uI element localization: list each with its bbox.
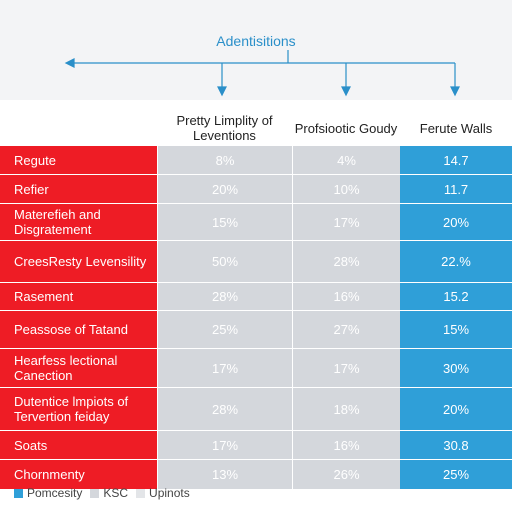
row-label: Refier (0, 175, 157, 203)
cell-value: 8% (157, 146, 292, 174)
column-header-2: Profsiootic Goudy (294, 120, 398, 136)
cell-value: 10% (292, 175, 400, 203)
legend-label: KSC (103, 486, 129, 500)
table-row: Chornmenty 13% 26% 25% (0, 460, 512, 490)
connector-arrow-3 (450, 86, 460, 97)
row-label: Hearfess lectional Canection (0, 349, 157, 387)
cell-value: 16% (292, 283, 400, 310)
column-header-3: Ferute Walls (419, 120, 493, 136)
legend-item: Pomcesity (14, 486, 82, 500)
table-row: Dutentice lmpiots of Tervertion feiday 2… (0, 388, 512, 431)
legend-swatch (90, 488, 100, 498)
cell-value: 15% (400, 311, 512, 348)
cell-value: 26% (292, 460, 400, 489)
cell-value: 16% (292, 431, 400, 459)
table-row: Rasement 28% 16% 15.2 (0, 283, 512, 311)
table-row: Peassose of Tatand 25% 27% 15% (0, 311, 512, 349)
row-label: Soats (0, 431, 157, 459)
connector-arrow-1 (217, 86, 227, 97)
cell-value: 17% (292, 349, 400, 387)
cell-value: 20% (157, 175, 292, 203)
cell-value: 14.7 (400, 146, 512, 174)
cell-value: 15.2 (400, 283, 512, 310)
legend-item: Upinots (136, 486, 190, 500)
table-row: Materefieh and Disgratement 15% 17% 20% (0, 204, 512, 241)
cell-value: 20% (400, 388, 512, 430)
cell-value: 25% (157, 311, 292, 348)
legend-label: Upinots (149, 486, 190, 500)
row-label: Materefieh and Disgratement (0, 204, 157, 240)
connector-left-arrow (64, 58, 75, 68)
table-row: CreesResty Levensility 50% 28% 22.% (0, 241, 512, 283)
cell-value: 50% (157, 241, 292, 282)
table-row: Regute 8% 4% 14.7 (0, 146, 512, 175)
legend: Pomcesity KSC Upinots (14, 486, 198, 500)
cell-value: 20% (400, 204, 512, 240)
cell-value: 15% (157, 204, 292, 240)
legend-swatch (136, 488, 146, 498)
cell-value: 4% (292, 146, 400, 174)
cell-value: 28% (157, 283, 292, 310)
cell-value: 18% (292, 388, 400, 430)
row-label: Regute (0, 146, 157, 174)
legend-swatch (14, 488, 23, 498)
cell-value: 25% (400, 460, 512, 489)
cell-value: 17% (292, 204, 400, 240)
cell-value: 11.7 (400, 175, 512, 203)
column-header-1: Pretty Limplity of Leventions (176, 113, 273, 143)
table-row: Soats 17% 16% 30.8 (0, 431, 512, 460)
row-label: CreesResty Levensility (0, 241, 157, 282)
cell-value: 13% (157, 460, 292, 489)
cell-value: 17% (157, 349, 292, 387)
chart-title: Adentisitions (216, 33, 296, 49)
connector-lines (64, 50, 460, 97)
connector-arrow-2 (341, 86, 351, 97)
row-label: Rasement (0, 283, 157, 310)
table-row: Refier 20% 10% 11.7 (0, 175, 512, 204)
cell-value: 17% (157, 431, 292, 459)
row-label: Peassose of Tatand (0, 311, 157, 348)
legend-item: KSC (90, 486, 128, 500)
cell-value: 30% (400, 349, 512, 387)
cell-value: 28% (292, 241, 400, 282)
cell-value: 30.8 (400, 431, 512, 459)
row-label: Dutentice lmpiots of Tervertion feiday (0, 388, 157, 430)
row-label: Chornmenty (0, 460, 157, 489)
cell-value: 22.% (400, 241, 512, 282)
cell-value: 28% (157, 388, 292, 430)
data-table: Regute 8% 4% 14.7 Refier 20% 10% 11.7 Ma… (0, 146, 512, 490)
header-band (0, 0, 512, 100)
legend-label: Pomcesity (27, 486, 83, 500)
cell-value: 27% (292, 311, 400, 348)
table-row: Hearfess lectional Canection 17% 17% 30% (0, 349, 512, 388)
